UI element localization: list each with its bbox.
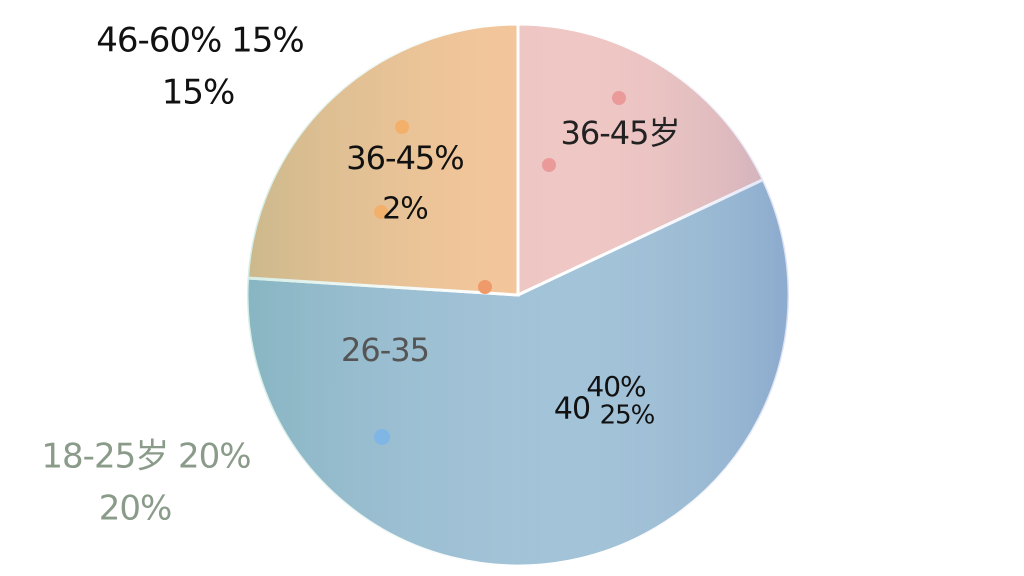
- annotation: 2%: [382, 192, 428, 227]
- annotation: 26-35: [341, 331, 429, 369]
- annotation: 36-45%: [346, 139, 463, 177]
- annotation: 46-60% 15%: [96, 21, 303, 61]
- annotation: 18-25岁 20%: [41, 437, 250, 477]
- dot: [542, 158, 556, 172]
- annotation: 36-45岁: [561, 114, 680, 152]
- dot: [374, 429, 390, 445]
- annotation: 20%: [99, 489, 172, 529]
- annotation: 40: [554, 392, 590, 427]
- annotation: 40%: [586, 370, 646, 403]
- dot: [374, 205, 388, 219]
- pie: [245, 22, 791, 568]
- dot: [478, 280, 492, 294]
- annotations: 46-60% 15% 15% 36-45% 2% 36-45岁 26-35 40%40 25%…: [41, 21, 680, 529]
- dot: [395, 120, 409, 134]
- decor-dots: [374, 91, 626, 445]
- annotation: 25%: [600, 401, 655, 431]
- dot: [612, 91, 626, 105]
- annotation: 15%: [162, 73, 235, 113]
